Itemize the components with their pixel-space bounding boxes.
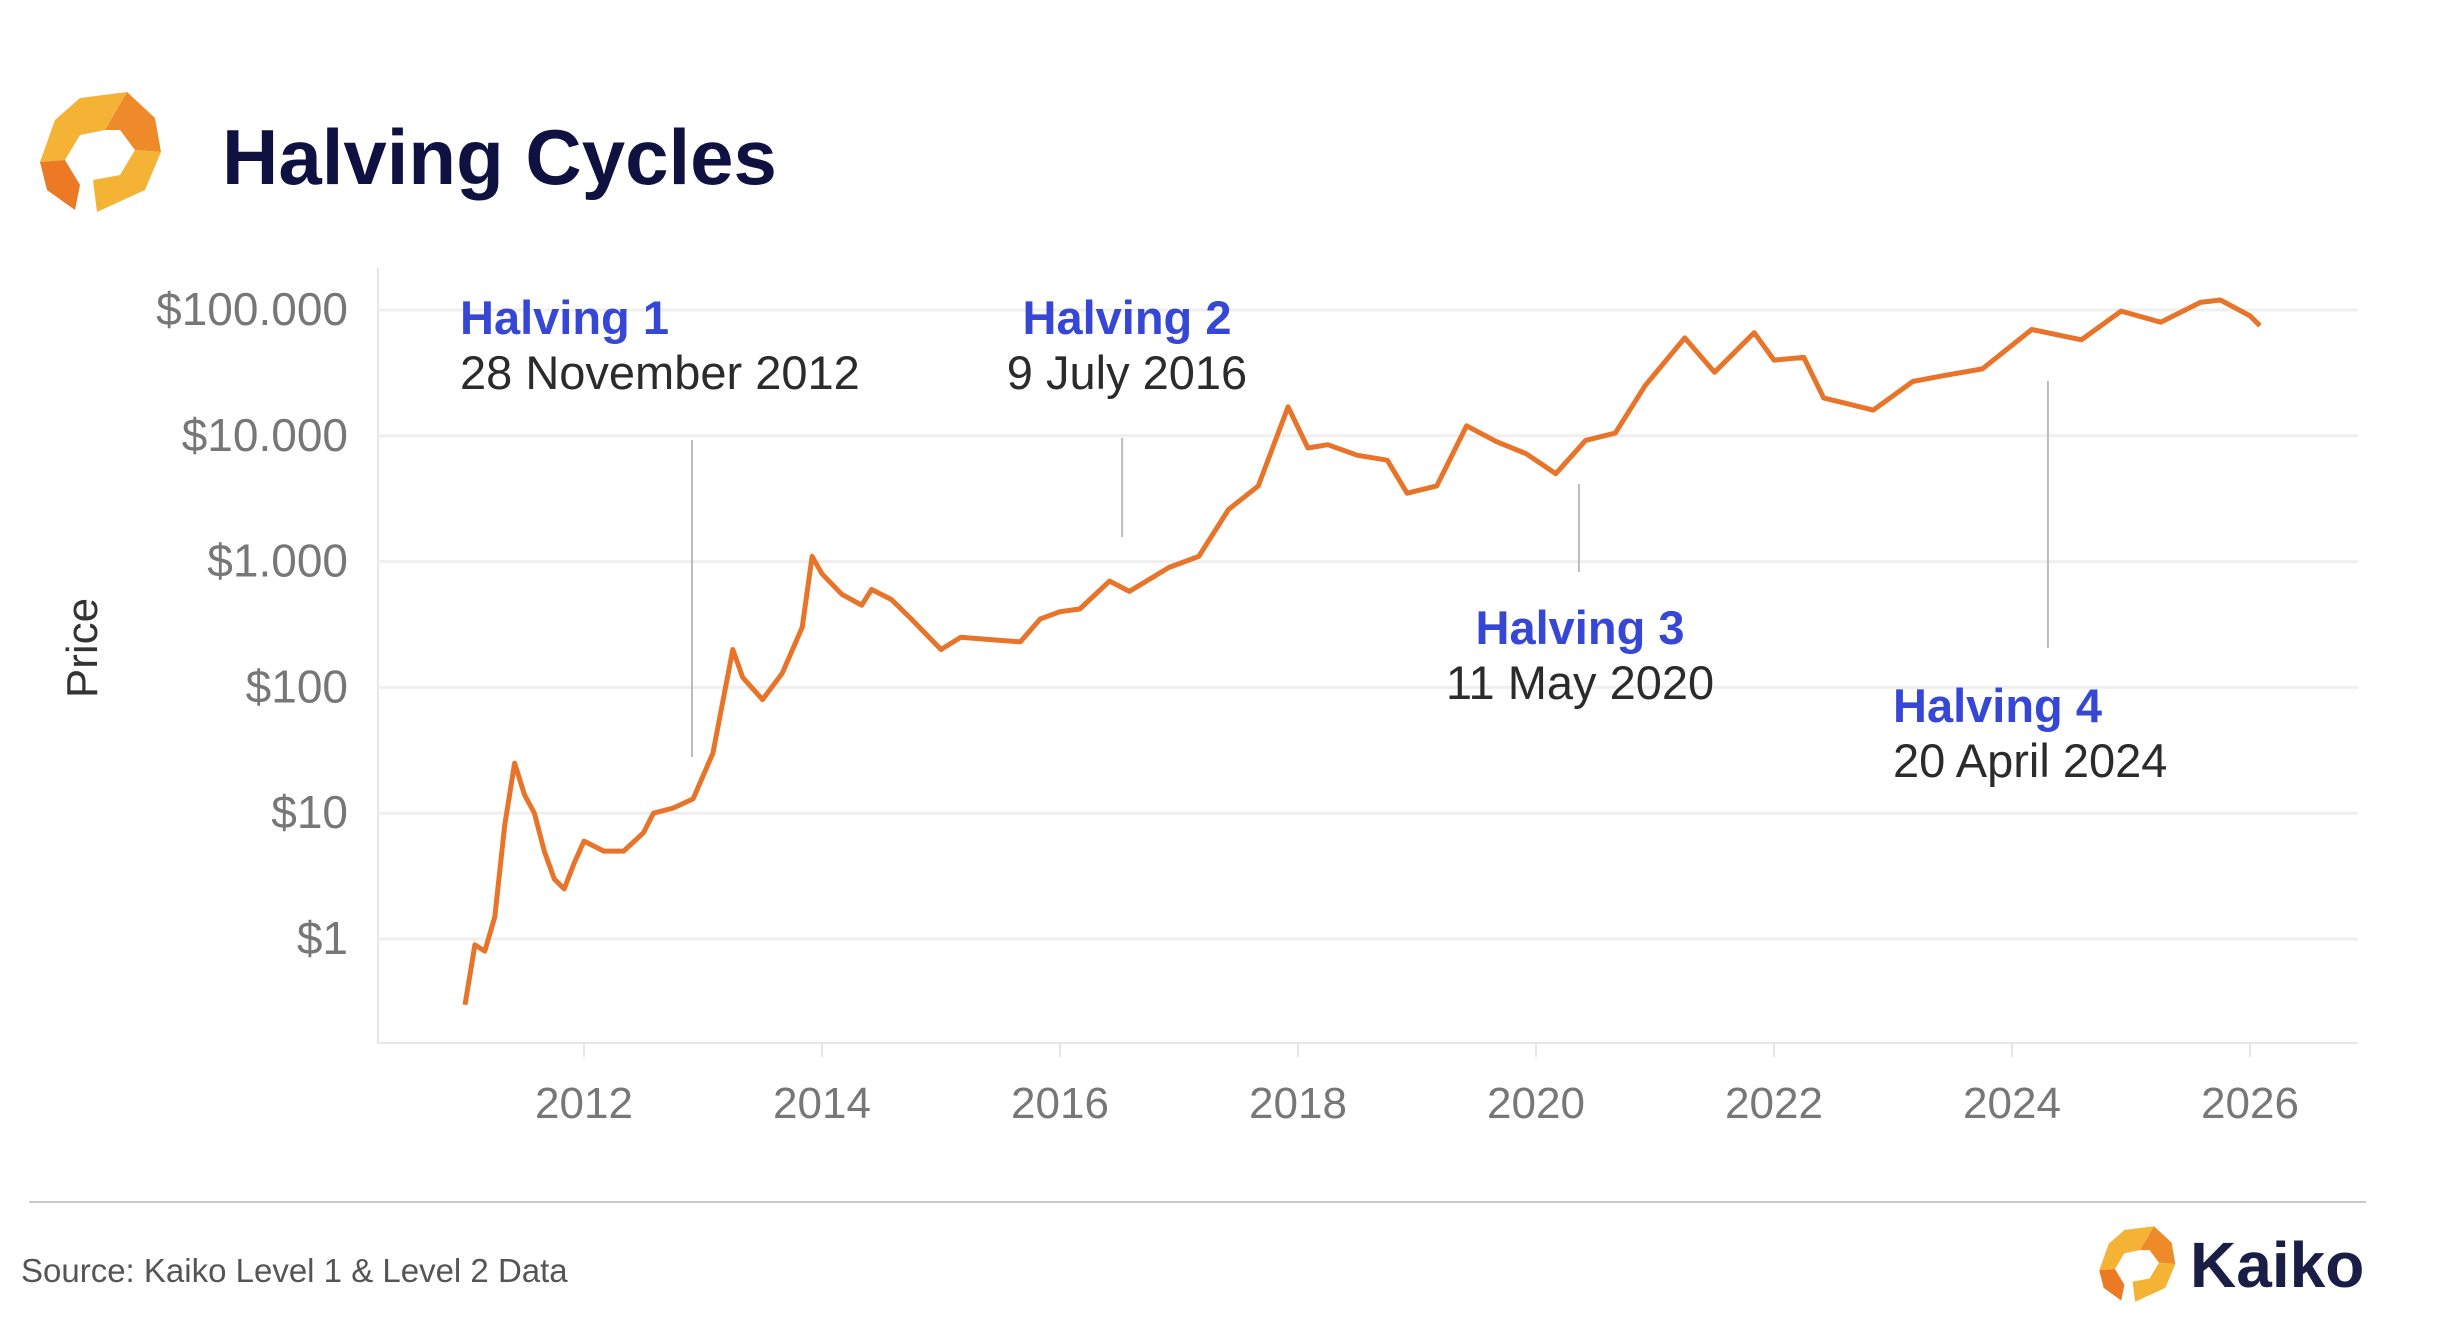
halving-annotation: Halving 4 20 April 2024 xyxy=(1893,678,2167,788)
halving-date: 20 April 2024 xyxy=(1893,734,2168,787)
x-tick-label: 2016 xyxy=(1011,1079,1109,1128)
price-line xyxy=(462,297,2262,1006)
x-tick-label: 2020 xyxy=(1487,1079,1585,1128)
x-tick-label: 2026 xyxy=(2201,1079,2299,1128)
y-tick-label: $10.000 xyxy=(182,409,348,461)
halving-title: Halving 4 xyxy=(1893,679,2102,732)
y-tick-label: $100 xyxy=(246,660,348,712)
halving-title: Halving 2 xyxy=(1022,291,1232,344)
kaiko-brand-icon xyxy=(2099,1226,2176,1302)
y-axis-label: Price xyxy=(58,597,107,699)
halving-annotation: Halving 1 28 November 2012 xyxy=(460,290,860,400)
halving-annotation: Halving 3 11 May 2020 xyxy=(1446,600,1714,710)
x-tick-label: 2014 xyxy=(773,1079,871,1128)
halving-date: 11 May 2020 xyxy=(1445,656,1715,709)
y-tick-label: $100.000 xyxy=(156,283,348,335)
halving-title: Halving 1 xyxy=(460,291,669,344)
source-note: Source: Kaiko Level 1 & Level 2 Data xyxy=(21,1252,568,1289)
kaiko-logo-icon xyxy=(40,92,161,212)
x-tick-label: 2018 xyxy=(1249,1079,1347,1128)
x-tick-label: 2012 xyxy=(535,1079,633,1128)
chart-title: Halving Cycles xyxy=(222,113,777,201)
footer-divider xyxy=(29,1201,2366,1203)
kaiko-wordmark: Kaiko xyxy=(2190,1229,2365,1301)
y-tick-label: $1 xyxy=(297,912,348,964)
y-tick-label: $10 xyxy=(271,786,348,838)
halving-date: 28 November 2012 xyxy=(460,346,860,399)
halving-date: 9 July 2016 xyxy=(1006,346,1248,399)
x-tick-label: 2022 xyxy=(1725,1079,1823,1128)
halving-title: Halving 3 xyxy=(1475,601,1685,654)
x-tick-label: 2024 xyxy=(1963,1079,2061,1128)
y-tick-label: $1.000 xyxy=(207,535,348,587)
